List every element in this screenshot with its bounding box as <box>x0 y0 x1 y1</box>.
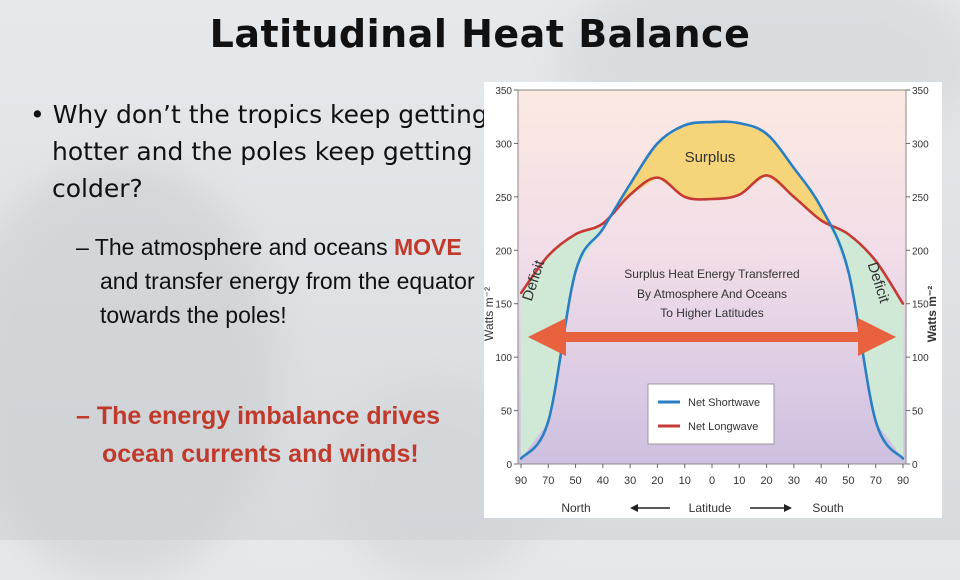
y-tick-label-right: 200 <box>912 246 929 257</box>
y-tick-label-right: 250 <box>912 193 929 204</box>
y-tick-label-left: 0 <box>506 460 512 471</box>
x-direction-south: South <box>812 501 843 515</box>
y-axis-label-right: Watts m⁻² <box>925 286 939 343</box>
x-tick-label: 70 <box>870 475 882 487</box>
point-net-longwave <box>628 193 632 196</box>
point-net-shortwave <box>765 132 768 136</box>
point-net-shortwave <box>710 120 714 124</box>
point-net-longwave <box>819 219 823 222</box>
x-tick-label: 40 <box>597 475 609 487</box>
legend-label-shortwave: Net Shortwave <box>688 397 760 409</box>
point-net-shortwave <box>901 457 905 460</box>
y-tick-label-right: 300 <box>912 139 929 150</box>
y-axis-label-left: Watts m⁻² <box>484 287 496 341</box>
annotation-line-1: Surplus Heat Energy Transferred <box>624 267 799 281</box>
background-blob <box>0 160 280 580</box>
sub-bullet-transfer-prefix: – The atmosphere and oceans <box>76 234 394 260</box>
point-net-longwave <box>547 254 550 257</box>
point-net-shortwave <box>792 166 796 170</box>
annotation-line-2: By Atmosphere And Oceans <box>637 287 787 301</box>
x-tick-label: 20 <box>651 475 663 487</box>
point-net-longwave <box>683 195 686 199</box>
point-net-shortwave <box>819 206 823 209</box>
x-tick-label: 90 <box>515 475 527 487</box>
x-tick-label: 50 <box>569 475 581 487</box>
point-net-shortwave <box>628 182 632 186</box>
slide-title: Latitudinal Heat Balance <box>209 12 751 56</box>
point-net-shortwave <box>656 142 659 145</box>
point-net-longwave <box>901 302 905 305</box>
sub-bullet-transfer-suffix: and transfer energy from the equator tow… <box>100 268 475 328</box>
x-tick-label: 10 <box>733 475 745 487</box>
y-tick-label-right: 50 <box>912 407 924 418</box>
y-tick-label-left: 300 <box>495 139 512 150</box>
y-tick-label-right: 0 <box>912 460 918 471</box>
x-direction-row: North Latitude South <box>561 501 843 515</box>
x-axis-label: Latitude <box>689 501 732 515</box>
y-tick-label-right: 150 <box>912 300 929 311</box>
point-net-shortwave <box>874 420 877 423</box>
point-net-longwave <box>710 197 714 201</box>
point-net-longwave <box>574 233 577 236</box>
point-net-shortwave <box>547 420 550 423</box>
y-tick-label-left: 350 <box>495 86 512 97</box>
x-tick-label: 40 <box>815 475 827 487</box>
point-net-shortwave <box>683 124 686 127</box>
move-highlight: MOVE <box>393 234 462 260</box>
x-tick-label: 50 <box>842 475 854 487</box>
point-net-shortwave <box>519 457 523 460</box>
y-tick-label-left: 100 <box>495 353 512 364</box>
surplus-label: Surplus <box>685 149 736 166</box>
x-tick-label: 30 <box>788 475 800 487</box>
point-net-longwave <box>519 291 523 295</box>
point-net-longwave <box>765 174 768 177</box>
point-net-shortwave <box>847 270 850 273</box>
legend: Net Shortwave Net Longwave <box>647 383 775 445</box>
point-net-shortwave <box>601 227 605 231</box>
point-net-shortwave <box>738 121 741 125</box>
x-tick-label: 20 <box>760 475 772 487</box>
point-net-longwave <box>656 176 659 179</box>
x-tick-label: 70 <box>542 475 554 487</box>
x-tick-label: 30 <box>624 475 636 487</box>
y-tick-label-right: 100 <box>912 353 929 364</box>
legend-label-longwave: Net Longwave <box>688 421 758 433</box>
point-net-longwave <box>847 233 850 236</box>
y-tick-label-left: 200 <box>495 246 512 257</box>
point-net-shortwave <box>574 270 577 273</box>
point-net-longwave <box>601 222 605 225</box>
x-tick-label: 0 <box>709 475 715 487</box>
y-tick-label-left: 50 <box>501 407 513 418</box>
sub-bullet-transfer: – The atmosphere and oceans MOVE and tra… <box>76 230 500 332</box>
point-net-longwave <box>874 259 877 263</box>
bullet-main-question: • Why don’t the tropics keep getting hot… <box>30 100 488 203</box>
annotation-line-3: To Higher Latitudes <box>660 306 763 320</box>
x-tick-label: 90 <box>897 475 909 487</box>
x-direction-north: North <box>561 501 590 515</box>
y-tick-label-left: 150 <box>495 300 512 311</box>
sub-bullet-imbalance: – The energy imbalance drives ocean curr… <box>76 402 441 468</box>
y-tick-label-right: 350 <box>912 86 929 97</box>
x-tick-label: 10 <box>679 475 691 487</box>
transfer-double-arrow <box>528 318 896 356</box>
point-net-longwave <box>792 195 796 199</box>
y-tick-label-left: 250 <box>495 193 512 204</box>
point-net-longwave <box>738 193 741 196</box>
